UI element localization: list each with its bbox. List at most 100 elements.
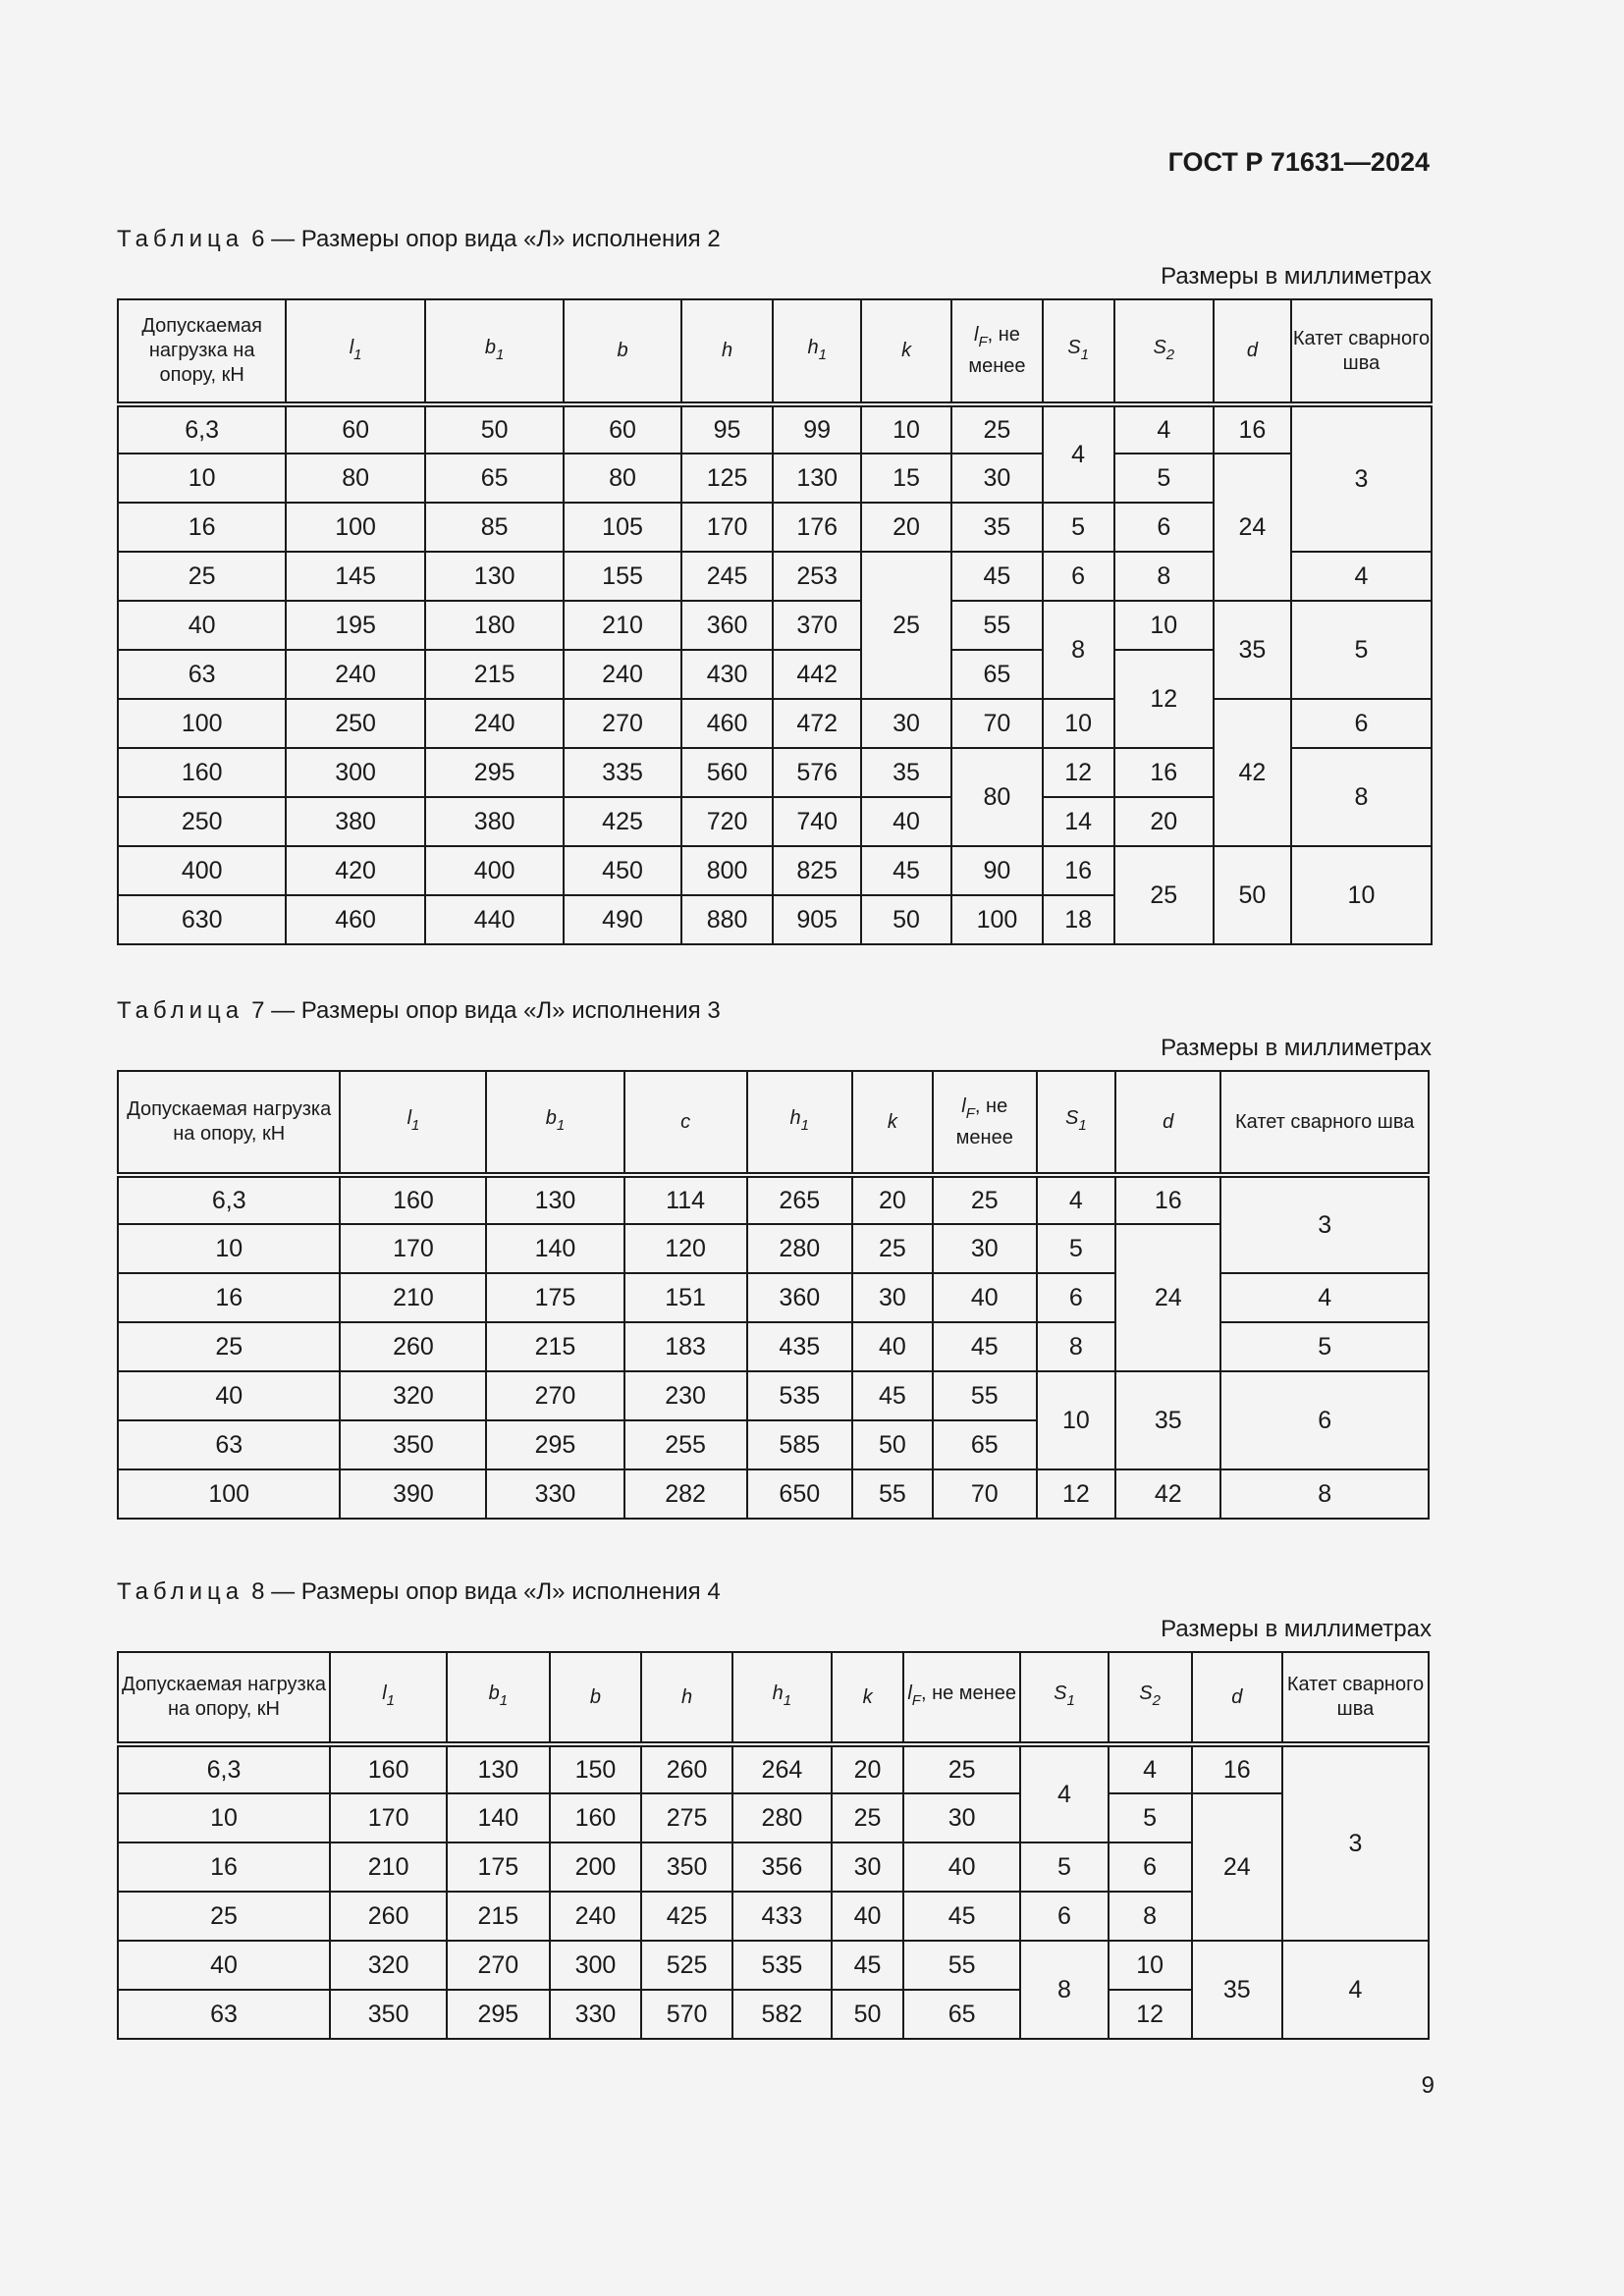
table-row: 400 420 400 450 800 825 45 90 16 25 50 10 (116, 845, 1434, 945)
table-cell: 65 (902, 1989, 1022, 2040)
table-cell: 130 (772, 453, 862, 504)
table-header: Допускаемая нагрузка на опору, кН l1 b1 b h h… (116, 1651, 1431, 1747)
column-header: Допускаемая нагрузка на опору, кН (116, 1070, 342, 1178)
table-cell: 63 (116, 1419, 342, 1470)
header-subscript: 1 (411, 1117, 420, 1134)
table-cell: 3 (1280, 1743, 1431, 1942)
table-cell: 6 (1107, 1842, 1193, 1893)
table-cell: 6,3 (116, 1174, 342, 1225)
table-cell: 370 (772, 600, 862, 651)
table-cell: 350 (329, 1989, 449, 2040)
table-cell: 195 (285, 600, 426, 651)
column-header: S1 (1035, 1070, 1117, 1178)
table-row: 25 260 215 240 425 433 40 45 6 8 (116, 1891, 1429, 1942)
table-6-units: Размеры в миллиметрах (1161, 263, 1432, 290)
table-cell: 25 (850, 1223, 934, 1274)
table-cell: 160 (329, 1743, 449, 1794)
table-cell: 253 (772, 551, 862, 602)
table-cell: 85 (423, 502, 566, 553)
header-subscript: 2 (1165, 346, 1175, 363)
table-cell: 430 (679, 649, 775, 700)
table-row: 10 170 140 160 275 280 25 30 5 24 (116, 1792, 1429, 1942)
table-cell: 6 (1289, 698, 1434, 749)
table-cell: 55 (931, 1370, 1038, 1421)
table-cell: 40 (931, 1272, 1038, 1323)
header-subscript: F (911, 1692, 921, 1709)
table-body: 6,3 160 130 150 260 264 20 25 4 4 16 3 10 170 140 160 27… (116, 1743, 1431, 2040)
table-cell: 160 (116, 747, 288, 798)
column-header: d (1190, 1651, 1283, 1747)
header-row: Допускаемая нагрузка на опору, кН l1 b1 c h1… (116, 1070, 1430, 1178)
header-symbol: h (789, 1107, 801, 1129)
table-cell: 260 (329, 1891, 449, 1942)
table-cell: 30 (831, 1842, 905, 1893)
table-cell: 80 (285, 453, 426, 504)
table-cell: 5 (1041, 502, 1115, 553)
header-symbol: h (807, 336, 819, 358)
header-symbol: S (1139, 1682, 1153, 1704)
table-cell: 10 (1112, 600, 1215, 651)
table-cell: 99 (772, 403, 862, 454)
table-body: 6,3 160 130 114 265 20 25 4 16 3 10 170 140 120 280 25 3… (116, 1174, 1430, 1520)
table-cell: 60 (563, 403, 682, 454)
table-cell: 12 (1112, 649, 1215, 749)
table-cell: 100 (116, 1468, 342, 1520)
column-header: Катет сварного шва (1280, 1651, 1431, 1747)
table-cell: 160 (339, 1174, 488, 1225)
table-cell: 740 (772, 796, 862, 847)
table-cell: 280 (731, 1792, 834, 1843)
table-row: 25 260 215 183 435 40 45 8 5 (116, 1321, 1430, 1372)
column-header: S2 (1112, 298, 1215, 407)
table-cell: 630 (116, 894, 288, 945)
table-cell: 130 (446, 1743, 551, 1794)
caption-label: Таблица (117, 997, 244, 1024)
header-subscript: 1 (499, 1692, 509, 1709)
table-cell: 63 (116, 649, 288, 700)
table-cell: 12 (1035, 1468, 1117, 1520)
column-header: Катет сварного шва (1219, 1070, 1430, 1178)
column-header: Допускаемая нагрузка на опору, кН (116, 1651, 332, 1747)
table-cell: 450 (563, 845, 682, 896)
table-cell: 4 (1112, 403, 1215, 454)
table-cell: 16 (1190, 1743, 1283, 1794)
table-cell: 472 (772, 698, 862, 749)
table-cell: 50 (423, 403, 566, 454)
table-cell: 300 (548, 1940, 643, 1991)
table-cell: 435 (745, 1321, 853, 1372)
table-cell: 400 (423, 845, 566, 896)
table-cell: 825 (772, 845, 862, 896)
table-cell: 40 (116, 1370, 342, 1421)
header-symbol: b (617, 340, 628, 361)
table-8: Допускаемая нагрузка на опору, кН l1 b1 b h h… (116, 1651, 1431, 2040)
header-symbol: S (1153, 336, 1166, 358)
table-cell: 5 (1219, 1321, 1430, 1372)
table-cell: 570 (640, 1989, 733, 2040)
header-symbol: b (484, 336, 497, 358)
table-cell: 10 (1041, 698, 1115, 749)
table-row: 6,3 60 50 60 95 99 10 25 4 4 16 3 (116, 403, 1434, 553)
header-symbol: l (382, 1682, 387, 1704)
table-cell: 295 (446, 1989, 551, 2040)
table-cell: 8 (1107, 1891, 1193, 1942)
table-cell: 50 (1212, 845, 1292, 945)
table-cell: 120 (623, 1223, 748, 1274)
table-cell: 260 (640, 1743, 733, 1794)
table-cell: 130 (485, 1174, 625, 1225)
table-cell: 5 (1035, 1223, 1117, 1274)
table-cell: 295 (485, 1419, 625, 1470)
header-subscript: 2 (1152, 1692, 1161, 1709)
table-cell: 15 (859, 453, 953, 504)
header-subscript: 1 (556, 1117, 566, 1134)
table-8-units: Размеры в миллиметрах (1161, 1616, 1432, 1642)
table-cell: 6 (1041, 551, 1115, 602)
table-cell: 576 (772, 747, 862, 798)
table-cell: 4 (1219, 1272, 1430, 1323)
table-cell: 4 (1041, 403, 1115, 504)
table-cell: 45 (831, 1940, 905, 1991)
table-cell: 35 (1114, 1370, 1222, 1470)
table-cell: 295 (423, 747, 566, 798)
table-cell: 105 (563, 502, 682, 553)
table-cell: 433 (731, 1891, 834, 1942)
table-row: 40 320 270 230 535 45 55 10 35 6 (116, 1370, 1430, 1470)
header-suffix: , не менее (955, 1095, 1013, 1148)
